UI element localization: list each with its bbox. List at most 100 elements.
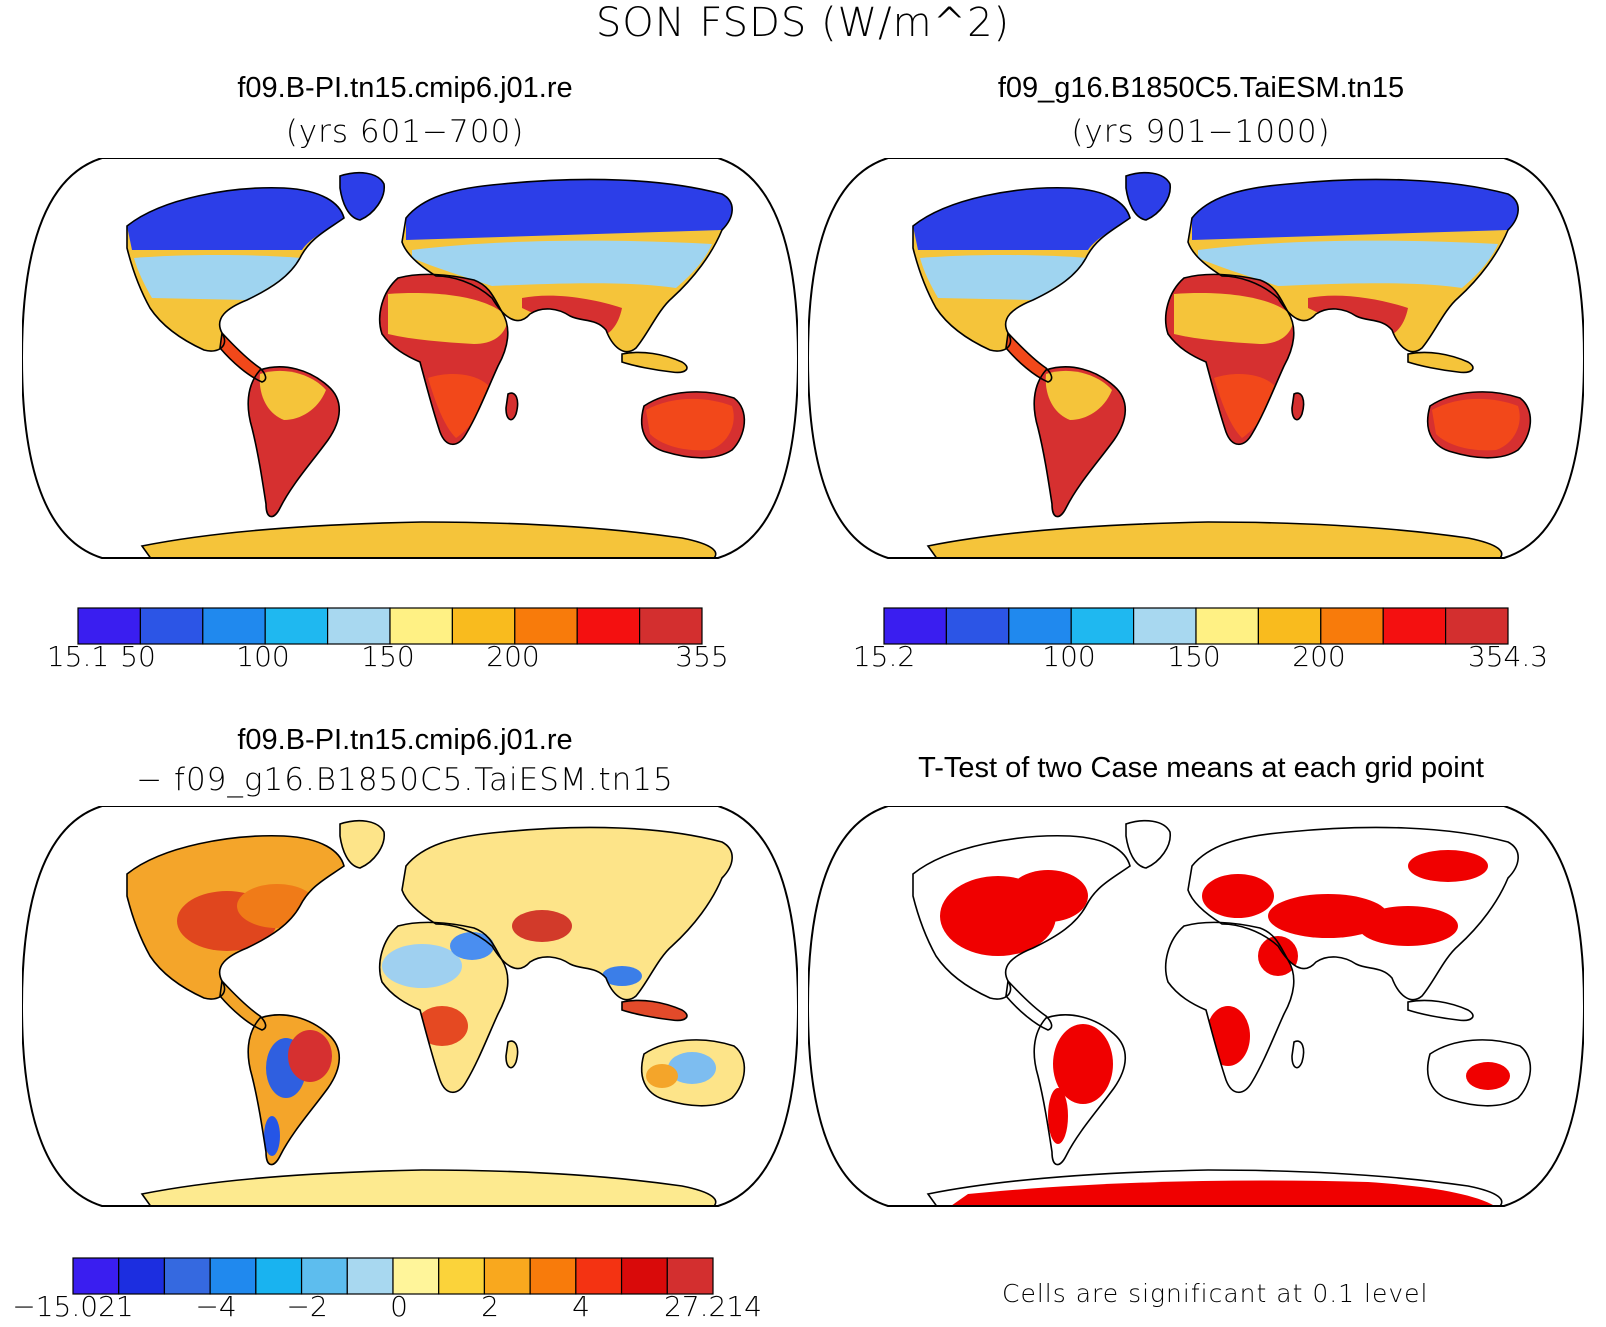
case1-coastline (247, 366, 340, 518)
case2-land-antarctica (928, 522, 1502, 558)
colorbar-difference-swatch (346, 1257, 394, 1295)
colorbar-case2-swatch (1133, 607, 1197, 645)
ttest-coastline (926, 1169, 1503, 1206)
colorbar-case2-tick-label: 100 (1042, 640, 1095, 673)
difference-coastline (505, 1040, 519, 1069)
colorbar-case1-swatch (389, 607, 454, 645)
case2-land-madagascar (1292, 393, 1304, 420)
case2-field-region (920, 255, 1088, 300)
ttest-coastline (1033, 1014, 1126, 1166)
ttest-coastline (1125, 819, 1171, 869)
colorbar-difference-swatch (529, 1257, 577, 1295)
ttest-coastline (1426, 1039, 1532, 1107)
colorbar-case2-tick-label: 15.2 (853, 640, 915, 673)
case1-land-greenland (340, 172, 385, 220)
case2-field-region (1192, 179, 1519, 240)
ttest-significant-cells (1202, 874, 1274, 918)
case1-coastline (140, 521, 717, 558)
colorbar-case2-tick-label: 354.3 (1468, 640, 1548, 673)
case2-field-region (1432, 398, 1520, 451)
colorbar-difference-tick-label: 27.214 (664, 1290, 762, 1323)
colorbar-case1-swatch (514, 607, 578, 645)
panel-1-title: f09.B-PI.tn15.cmip6.j01.re (237, 72, 573, 104)
colorbar-case1-tick-label: 200 (486, 640, 539, 673)
colorbar-case2-swatch (1008, 607, 1072, 645)
colorbar-case1-swatch (264, 607, 329, 645)
case2-land-greenland (1126, 172, 1171, 220)
significance-note: Cells are significant at 0.1 level (1002, 1279, 1429, 1308)
case1-coastline (378, 273, 509, 446)
case1-field-region (134, 255, 302, 300)
case1-coastline (126, 186, 345, 352)
colorbar-difference-swatch (392, 1257, 440, 1295)
colorbar-case1: 15.1 50 100 150 200 355 (47, 607, 729, 673)
case2-coastline (1033, 366, 1126, 518)
difference-coastline (219, 979, 267, 1031)
difference-land-antarctica (142, 1170, 716, 1206)
case1-coastline (621, 351, 688, 374)
colorbar-case1-tick-label: 355 (675, 640, 728, 673)
colorbar-difference-swatch (118, 1257, 166, 1295)
map-panel-ttest (808, 806, 1584, 1207)
ttest-significant-cells (1053, 1024, 1113, 1104)
colorbar-case1-tick-label: 15.1 (47, 640, 109, 673)
colorbar-case2-swatch (1444, 607, 1509, 645)
case1-land-centralAmerica (220, 333, 266, 382)
colorbar-case2-swatch (883, 607, 948, 645)
case1-coastline (401, 178, 733, 353)
difference-field-anomaly (382, 944, 462, 988)
case1-coastline (640, 391, 746, 459)
difference-land-eurasia (402, 827, 733, 1000)
difference-coastline (401, 826, 733, 1001)
difference-field-anomaly (646, 1064, 678, 1088)
colorbar-difference-swatch (72, 1257, 120, 1295)
ttest-significant-cells (1258, 936, 1298, 976)
difference-land-madagascar (506, 1041, 518, 1068)
colorbar-case1-swatch (327, 607, 391, 645)
case2-coastline (912, 186, 1131, 352)
ttest-map-frame (808, 806, 1584, 1207)
ttest-coastline (1005, 979, 1053, 1031)
difference-field-anomaly (416, 1006, 468, 1046)
ttest-significant-cells (1358, 906, 1458, 946)
figure-title: SON FSDS (W/m^2) (595, 0, 1011, 46)
case1-field-region (428, 374, 492, 438)
colorbar-difference-swatch (163, 1257, 211, 1295)
colorbar-difference-swatch (438, 1257, 486, 1295)
difference-coastline (126, 834, 345, 1000)
ttest-significant-cells (1268, 894, 1388, 938)
colorbar-case2-tick-label: 150 (1167, 640, 1220, 673)
colorbar-difference-swatch (300, 1257, 348, 1295)
difference-coastline (640, 1039, 746, 1107)
case2-field-region (1214, 374, 1278, 438)
case2-field-region (1174, 293, 1294, 344)
colorbar-case1-swatch (576, 607, 641, 645)
colorbar-case2: 15.2 100 150 200 354.3 (853, 607, 1548, 673)
colorbar-case2-swatch (1320, 607, 1384, 645)
colorbar-case1-swatch (202, 607, 266, 645)
ttest-coastline (1407, 999, 1474, 1022)
difference-map-frame (22, 806, 798, 1207)
case1-field-region (646, 398, 734, 451)
difference-coastline (378, 921, 509, 1094)
colorbar-difference-tick-label: −2 (286, 1290, 327, 1323)
difference-field-anomaly (512, 910, 572, 942)
colorbar-case1-tick-label: 150 (361, 640, 414, 673)
colorbar-case2-swatch (1257, 607, 1322, 645)
difference-field-anomaly (602, 966, 642, 986)
ttest-coastline (1164, 921, 1295, 1094)
panel-2-subtitle: (yrs 901−1000) (1071, 114, 1331, 150)
case1-coastline (219, 331, 267, 383)
colorbar-difference-tick-label: 0 (390, 1290, 408, 1323)
colorbar-case1-swatch (139, 607, 204, 645)
map-panel-difference (22, 806, 798, 1207)
difference-coastline (247, 1014, 340, 1166)
case2-field-region (1045, 370, 1112, 420)
case1-coastline (505, 392, 519, 421)
map-panel-case2 (808, 158, 1584, 559)
difference-land-greenland (340, 820, 385, 868)
colorbar-difference-swatch (483, 1257, 531, 1295)
ttest-significant-cells (948, 1180, 1498, 1206)
panel-3-subtitle: − f09_g16.B1850C5.TaiESM.tn15 (136, 762, 674, 798)
case1-field-region (127, 187, 344, 250)
